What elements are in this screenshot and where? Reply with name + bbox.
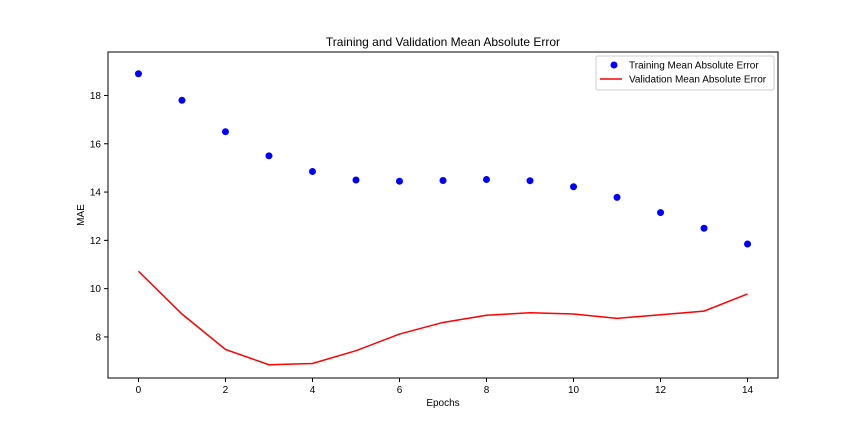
series-layer [134, 70, 752, 366]
training-mae-point [744, 240, 752, 248]
training-mae-point [483, 176, 491, 184]
validation-mae-line [137, 270, 748, 366]
training-mae-point [308, 168, 316, 176]
y-axis-label: MAE [76, 204, 87, 226]
y-tick-label: 18 [90, 91, 102, 102]
x-tick-label: 2 [223, 385, 229, 396]
training-mae-point [700, 224, 708, 232]
training-mae-point [613, 193, 621, 201]
x-tick-label: 8 [484, 385, 490, 396]
x-axis-ticks: 0 2 4 6 8 10 12 14 [136, 378, 754, 396]
training-mae-point [221, 128, 229, 136]
x-tick-label: 12 [655, 385, 667, 396]
x-tick-label: 6 [397, 385, 403, 396]
training-mae-point [570, 183, 578, 191]
x-axis-label: Epochs [426, 398, 459, 409]
y-axis-ticks: 8 10 12 14 16 18 [90, 91, 108, 343]
x-tick-label: 4 [310, 385, 316, 396]
x-tick-label: 10 [568, 385, 580, 396]
x-tick-label: 14 [742, 385, 754, 396]
y-tick-label: 16 [90, 139, 102, 150]
y-tick-label: 14 [90, 188, 102, 199]
legend-box [595, 55, 775, 91]
chart-title: Training and Validation Mean Absolute Er… [326, 35, 560, 49]
legend-label-training: Training Mean Absolute Error [629, 61, 759, 72]
y-tick-label: 10 [90, 284, 102, 295]
training-mae-point [178, 96, 186, 104]
training-mae-point [657, 209, 665, 217]
x-tick-label: 0 [136, 385, 142, 396]
legend-label-validation: Validation Mean Absolute Error [629, 75, 767, 86]
y-tick-label: 8 [95, 332, 101, 343]
training-mae-point [134, 70, 142, 78]
y-tick-label: 12 [90, 236, 102, 247]
legend-marker-training [610, 61, 618, 69]
training-mae-point [526, 177, 534, 185]
training-mae-point [352, 176, 360, 184]
plot-area [107, 51, 779, 379]
legend: Training Mean Absolute Error Validation … [595, 55, 775, 91]
training-mae-point [265, 152, 273, 160]
training-mae-point [395, 177, 403, 185]
training-mae-point [439, 176, 447, 184]
